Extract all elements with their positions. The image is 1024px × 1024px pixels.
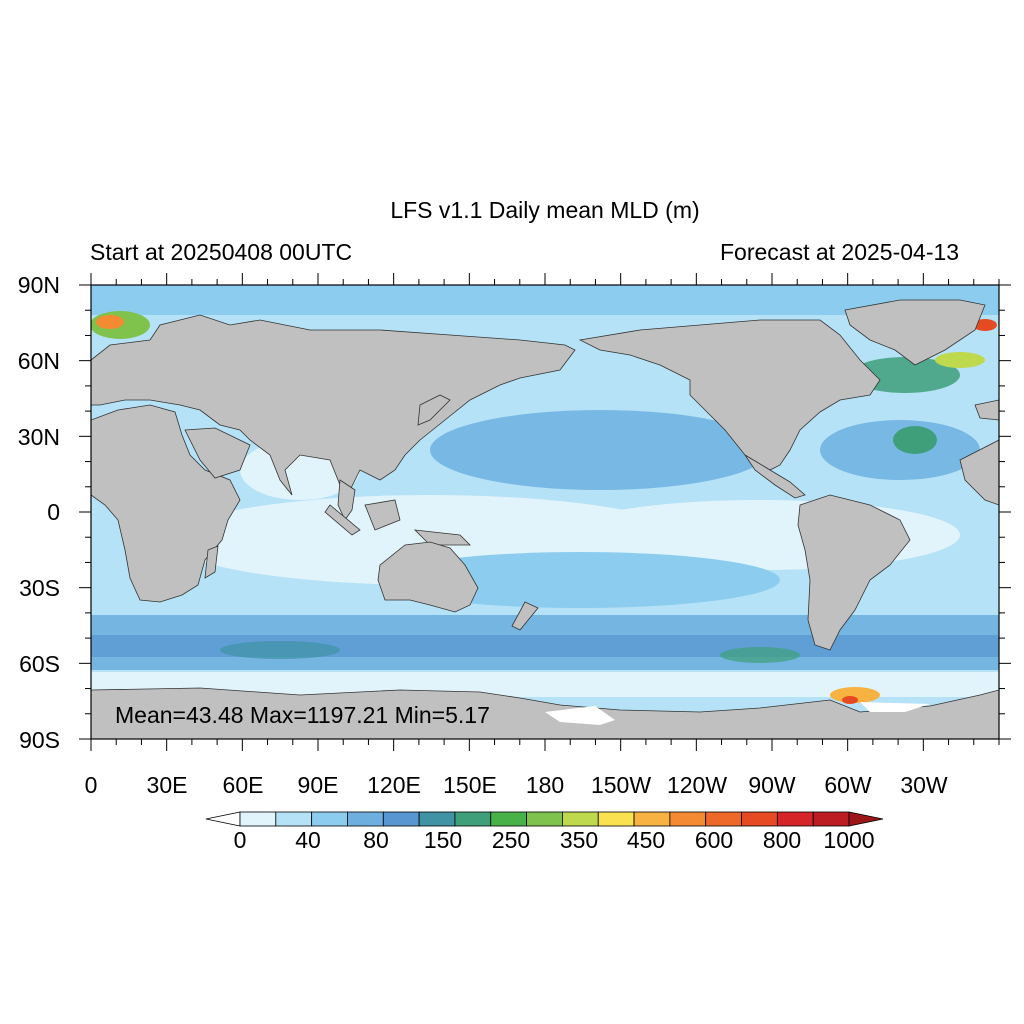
new-zealand xyxy=(511,601,539,631)
colorbar-swatch xyxy=(597,811,635,827)
colorbar-label: 80 xyxy=(363,827,389,853)
south-indian-deep xyxy=(220,641,340,659)
antarctica xyxy=(91,687,999,739)
weddell-sea-peak xyxy=(842,696,858,704)
lon-label: 120E xyxy=(367,772,421,798)
australia xyxy=(377,541,479,613)
ross-ice-shelf xyxy=(545,706,615,725)
colorbar-swatch xyxy=(239,811,277,827)
colorbar-label: 600 xyxy=(694,827,734,853)
colorbar-label: 1000 xyxy=(823,827,875,853)
colorbar-swatch xyxy=(776,811,814,827)
borneo xyxy=(364,499,401,531)
start-time-label: Start at 20250408 00UTC xyxy=(90,239,353,265)
field-statistics: Mean=43.48 Max=1197.21 Min=5.17 xyxy=(115,702,490,728)
lon-label: 90W xyxy=(748,772,796,798)
colorbar-swatch xyxy=(275,811,313,827)
north-america xyxy=(578,319,881,471)
lon-label: 150E xyxy=(443,772,497,798)
lon-label: 60W xyxy=(824,772,872,798)
central-america xyxy=(744,454,806,499)
lon-label: 0 xyxy=(84,772,98,798)
colorbar-swatch xyxy=(526,811,563,827)
colorbar-swatch xyxy=(347,811,384,827)
colorbar-label: 0 xyxy=(233,827,247,853)
lon-label: 60E xyxy=(222,772,264,798)
colorbar-swatch xyxy=(562,811,599,827)
irminger-sea-deep xyxy=(935,352,985,368)
weddell-ice-shelf xyxy=(860,702,930,712)
malay-peninsula xyxy=(337,479,356,521)
south-america xyxy=(797,494,911,651)
greenland-sea-max xyxy=(973,319,997,331)
lat-label: 0 xyxy=(47,499,60,525)
drake-passage-deep xyxy=(720,647,800,663)
colorbar-swatch xyxy=(633,811,671,827)
north-pacific-deep-band xyxy=(430,410,770,490)
colorbar-swatch xyxy=(705,811,742,827)
colorbar-label: 350 xyxy=(559,827,599,853)
west-africa-east-edge xyxy=(959,439,999,506)
lon-label: 30E xyxy=(146,772,188,798)
colorbar-swatch xyxy=(418,811,456,827)
forecast-time-label: Forecast at 2025-04-13 xyxy=(720,239,960,265)
colorbar-over-triangle xyxy=(848,811,884,827)
colorbar-swatch xyxy=(382,811,420,827)
land-masses xyxy=(91,299,999,739)
lon-label: 90E xyxy=(297,772,339,798)
colorbar-swatch xyxy=(311,811,348,827)
colorbar xyxy=(205,811,884,827)
new-guinea xyxy=(413,529,471,546)
arabia xyxy=(184,427,251,479)
iberia-east-edge xyxy=(974,399,999,421)
colorbar-label: 250 xyxy=(491,827,531,853)
colorbar-swatch xyxy=(669,811,707,827)
colorbar-swatch xyxy=(490,811,527,827)
lat-label: 90N xyxy=(17,272,60,298)
colorbar-under-triangle xyxy=(205,811,241,827)
greenland xyxy=(844,299,986,366)
colorbar-label: 40 xyxy=(295,827,321,853)
lon-label: 30W xyxy=(900,772,948,798)
madagascar xyxy=(204,545,219,579)
eurasia xyxy=(91,314,576,496)
sumatra xyxy=(324,504,361,536)
colorbar-swatch xyxy=(812,811,850,827)
lat-label: 60N xyxy=(17,348,60,374)
map-plot-area xyxy=(91,285,999,739)
north-atlantic-deep-spot xyxy=(893,426,937,454)
lat-label: 30S xyxy=(19,575,60,601)
lat-label: 60S xyxy=(19,651,60,677)
map-title: LFS v1.1 Daily mean MLD (m) xyxy=(390,197,700,223)
lat-label: 30N xyxy=(17,424,60,450)
colorbar-label: 150 xyxy=(423,827,463,853)
lat-label: 90S xyxy=(19,727,60,753)
lon-label: 150W xyxy=(590,772,652,798)
nordic-sea-max xyxy=(96,315,124,329)
colorbar-label: 800 xyxy=(762,827,802,853)
axis-ticks xyxy=(79,273,1011,751)
south-pacific-band xyxy=(380,552,780,608)
colorbar-swatch xyxy=(454,811,492,827)
colorbar-swatch xyxy=(741,811,778,827)
lon-label: 180 xyxy=(525,772,565,798)
lon-label: 120W xyxy=(666,772,728,798)
colorbar-label: 450 xyxy=(626,827,666,853)
japan xyxy=(417,394,451,426)
